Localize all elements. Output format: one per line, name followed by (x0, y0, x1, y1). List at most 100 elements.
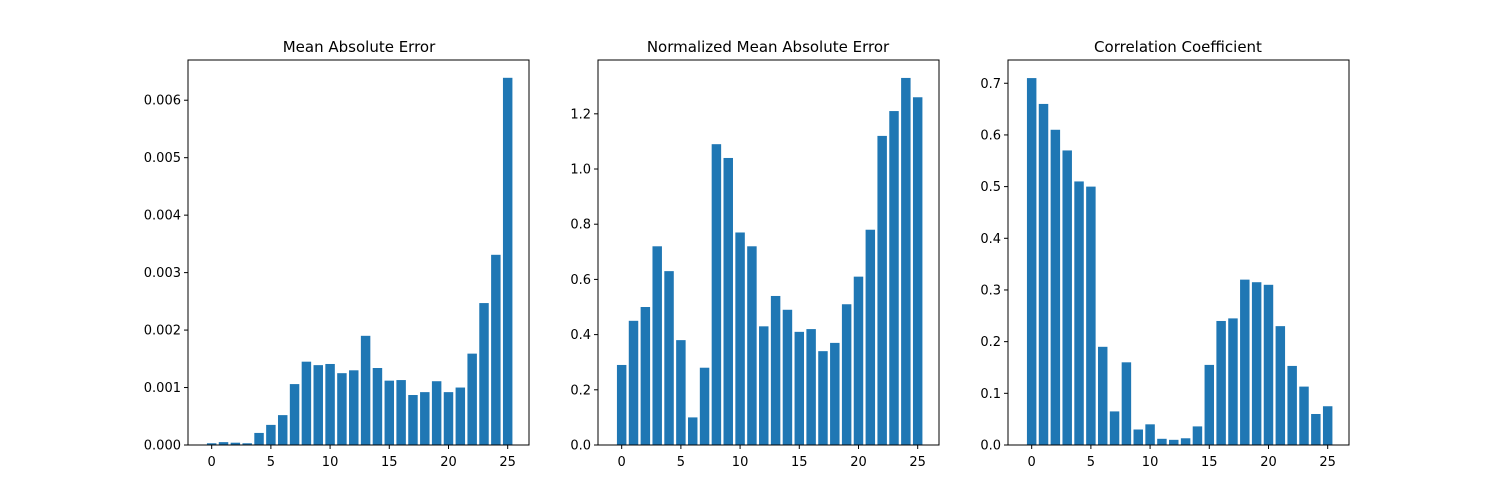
x-tick-label: 5 (267, 455, 275, 470)
x-tick-label: 5 (677, 455, 685, 470)
bars (206, 77, 513, 445)
x-tick-label: 25 (499, 455, 516, 470)
bar-15 (1204, 364, 1215, 445)
y-tick-label: 1.2 (570, 107, 591, 122)
bar-6 (277, 415, 288, 445)
y-axis: 0.0 0.1 0.2 0.3 0.4 0.5 0.6 0.7 (980, 77, 1008, 454)
bar-13 (360, 335, 371, 445)
bar-6 (1097, 346, 1108, 445)
bar-5 (1086, 186, 1096, 446)
y-tick-label: 0.0 (570, 439, 591, 454)
bar-17 (818, 351, 828, 445)
x-axis: 0 5 10 15 20 25 (618, 445, 926, 470)
nmae-panel: Normalized Mean Absolute Error 0.0 0.2 0.4… (570, 38, 940, 470)
y-tick-label: 0.1 (980, 387, 1001, 402)
x-tick-label: 0 (1028, 455, 1036, 470)
bar-9 (1133, 429, 1143, 445)
bar-7 (699, 367, 710, 445)
bar-16 (1216, 320, 1226, 445)
bar-18 (830, 342, 840, 445)
bars (616, 77, 923, 445)
x-tick-label: 5 (1087, 455, 1095, 470)
y-tick-label: 0.3 (980, 283, 1001, 298)
bar-13 (1180, 438, 1191, 445)
bar-20 (1263, 284, 1274, 445)
bar-19 (431, 381, 442, 445)
bar-4 (1074, 181, 1084, 445)
y-tick-label: 1.0 (570, 163, 591, 178)
bar-23 (889, 111, 899, 445)
y-tick-label: 0.4 (980, 232, 1001, 247)
x-tick-label: 15 (791, 455, 808, 470)
bar-25 (502, 77, 513, 445)
bar-21 (865, 229, 876, 445)
bar-24 (491, 254, 501, 445)
bars (1026, 78, 1333, 446)
bar-7 (1109, 411, 1120, 445)
x-tick-label: 10 (1142, 455, 1159, 470)
bar-25 (1322, 406, 1333, 445)
bar-10 (735, 232, 745, 445)
bar-7 (289, 384, 300, 445)
bar-20 (853, 276, 864, 445)
bar-22 (877, 135, 887, 445)
x-tick-label: 20 (440, 455, 457, 470)
bar-19 (841, 304, 852, 445)
chart-title: Mean Absolute Error (283, 38, 436, 56)
bar-2 (640, 307, 651, 445)
bar-12 (759, 326, 769, 445)
y-tick-label: 0.4 (570, 328, 591, 343)
bar-1 (1038, 103, 1049, 446)
chart-title: Correlation Coefficient (1094, 38, 1262, 56)
bar-12 (349, 370, 359, 445)
x-axis: 0 5 10 15 20 25 (1028, 445, 1336, 470)
bar-8 (1121, 362, 1132, 445)
x-tick-label: 0 (618, 455, 626, 470)
bar-1 (218, 442, 229, 445)
x-tick-label: 0 (208, 455, 216, 470)
y-tick-label: 0.006 (144, 94, 181, 109)
bar-24 (901, 77, 911, 445)
x-tick-label: 25 (909, 455, 926, 470)
y-tick-label: 0.001 (144, 381, 181, 396)
y-tick-label: 0.6 (980, 128, 1001, 143)
y-tick-label: 0.8 (570, 218, 591, 233)
bar-22 (467, 353, 477, 445)
y-tick-label: 0.000 (144, 439, 181, 454)
bar-13 (770, 295, 781, 445)
bar-0 (206, 443, 217, 445)
bar-11 (337, 373, 347, 445)
bar-0 (616, 364, 627, 445)
bar-3 (652, 246, 662, 445)
bar-21 (1275, 326, 1286, 445)
bar-4 (254, 432, 264, 445)
axes-frame (187, 59, 530, 446)
bar-22 (1287, 365, 1297, 445)
bar-6 (687, 417, 698, 445)
bar-10 (325, 363, 335, 445)
bar-12 (1169, 439, 1179, 445)
y-axis: 0.000 0.001 0.002 0.003 0.004 0.005 0.006 (144, 94, 188, 454)
y-tick-label: 0.5 (980, 180, 1001, 195)
y-tick-label: 0.002 (144, 324, 181, 339)
bar-16 (396, 380, 406, 445)
bar-15 (384, 380, 395, 445)
axes-frame (597, 59, 940, 446)
bar-0 (1026, 78, 1037, 445)
bar-1 (628, 320, 639, 445)
bar-11 (1157, 438, 1167, 445)
bar-3 (242, 443, 252, 445)
bar-5 (266, 424, 276, 445)
y-tick-label: 0.004 (144, 209, 181, 224)
x-tick-label: 15 (381, 455, 398, 470)
bar-11 (747, 246, 757, 445)
bar-17 (408, 395, 418, 445)
chart-title: Normalized Mean Absolute Error (647, 38, 890, 56)
bar-18 (420, 392, 430, 445)
y-axis: 0.0 0.2 0.4 0.6 0.8 1.0 1.2 (570, 107, 598, 454)
y-tick-label: 0.2 (980, 335, 1001, 350)
bar-15 (794, 331, 805, 445)
bar-8 (711, 144, 722, 445)
bar-4 (664, 271, 674, 445)
x-axis: 0 5 10 15 20 25 (208, 445, 516, 470)
